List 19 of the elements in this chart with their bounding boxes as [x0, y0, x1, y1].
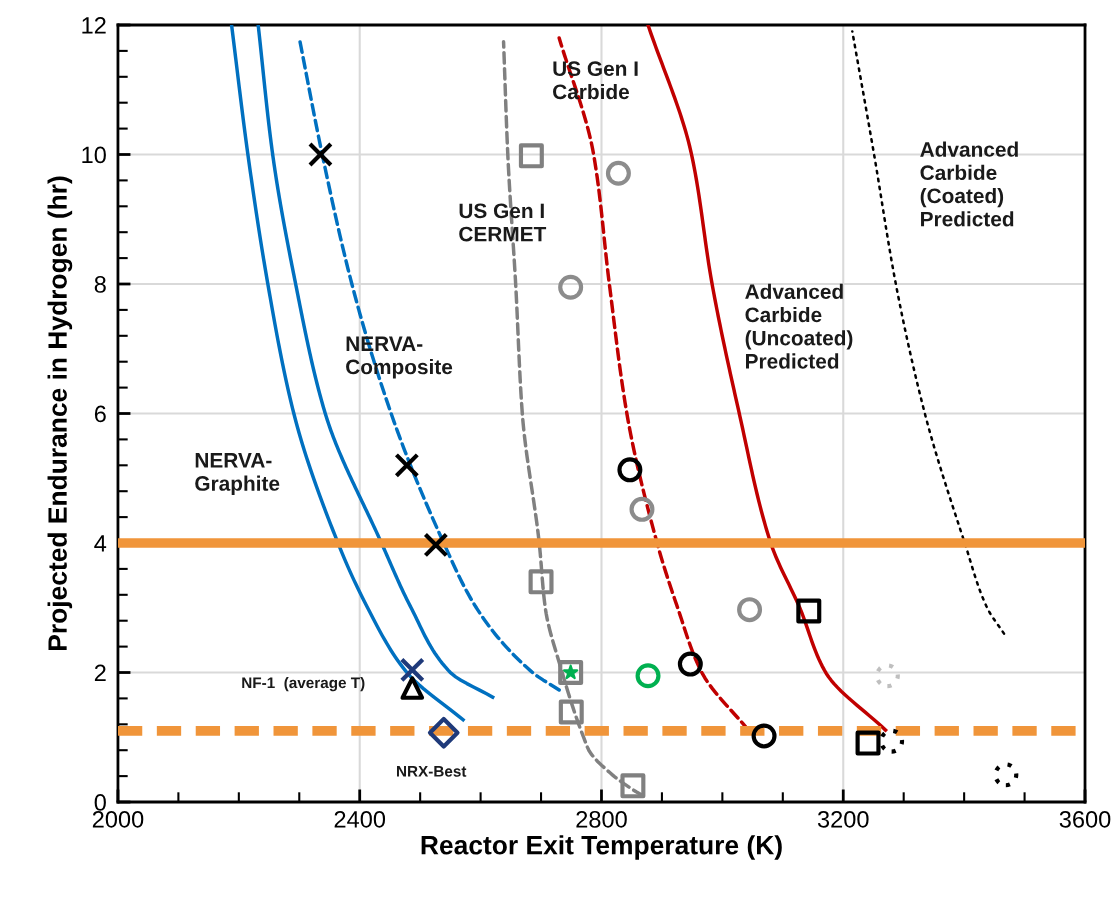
annotation: NF-1 (average T): [242, 676, 365, 692]
x-tick-label: 2400: [334, 810, 386, 828]
y-axis-title: Projected Endurance in Hydrogen (hr): [47, 176, 73, 650]
annotation: NERVA- Graphite: [195, 453, 280, 495]
y-tick-label: 4: [94, 535, 107, 552]
y-tick-label: 0: [94, 794, 106, 811]
y-tick-label: 10: [82, 146, 106, 164]
y-tick-label: 8: [94, 276, 106, 293]
y-tick-label: 2: [94, 664, 106, 682]
x-axis-title: Reactor Exit Temperature (K): [421, 835, 782, 860]
y-tick-label: 6: [94, 405, 106, 423]
annotation: NRX-Best: [397, 766, 467, 777]
x-tick-label: 3200: [817, 810, 869, 828]
x-tick-label: 3600: [1059, 810, 1111, 828]
annotation: Advanced Carbide (Coated) Predicted: [920, 141, 1018, 227]
y-tick-label: 12: [82, 17, 106, 34]
annotation: Advanced Carbide (Uncoated) Predicted: [745, 283, 853, 369]
x-tick-label: 2000: [92, 810, 144, 828]
x-tick-label: 2800: [576, 810, 627, 828]
